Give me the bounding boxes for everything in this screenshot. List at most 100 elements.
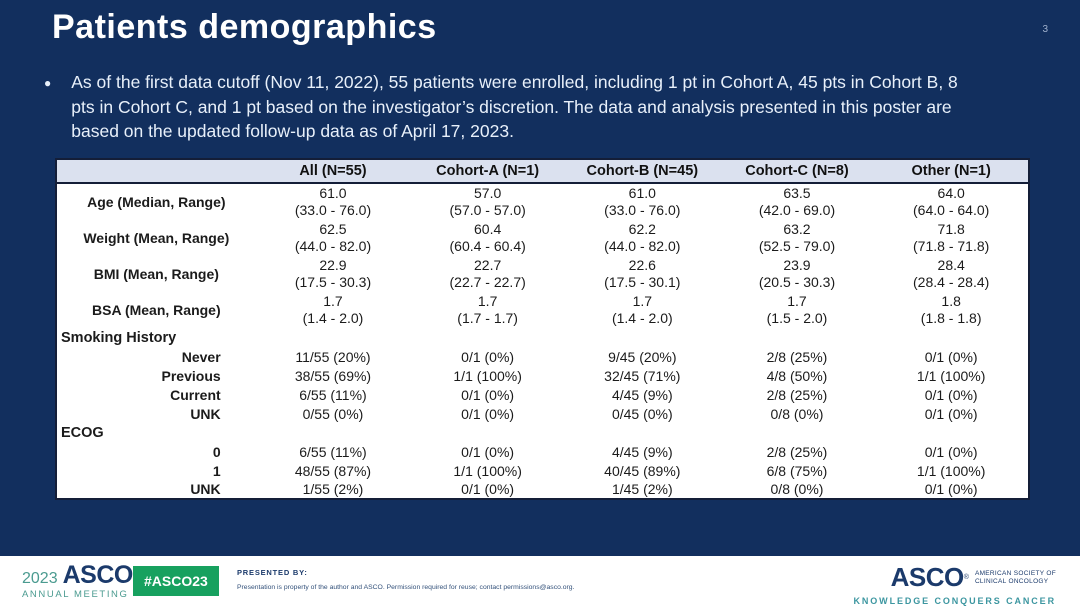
table-cell: 40/45 (89%) — [604, 462, 681, 479]
table-cell: 0/1 (0%) — [461, 481, 515, 497]
slide-title: Patients demographics — [52, 8, 437, 46]
table-header-cell: Other (N=1) — [874, 159, 1029, 184]
row-label: Smoking History — [61, 329, 177, 346]
row-label: UNK — [190, 481, 221, 497]
asco-wordmark: ASCO — [62, 561, 134, 589]
table-row: 1 48/55 (87%) 1/1 (100%) 40/45 (89%) 6/8 (75… — [56, 461, 1029, 480]
table-cell: 6/55 (11%) — [299, 386, 367, 403]
table-cell: 0/55 (0%) — [302, 405, 364, 422]
table-cell: 4/45 (9%) — [611, 443, 673, 460]
row-label: Never — [181, 348, 221, 365]
asco-society-logo: ASCO ® AMERICAN SOCIETY OF CLINICAL ONCO… — [853, 562, 1056, 606]
table-cell: 48/55 (87%) — [294, 462, 372, 479]
table-cell: 6/55 (11%) — [299, 443, 367, 460]
table-row: BMI (Mean, Range) 22.9 (17.5 - 30.3) 22.7 (2… — [56, 256, 1029, 292]
table-cell: 0/1 (0%) — [924, 405, 978, 422]
row-label: Current — [170, 386, 221, 403]
table-row: UNK 0/55 (0%) 0/1 (0%) 0/45 (0%) 0/8 (0%) 0/1… — [56, 404, 1029, 423]
table-cell: 64.0 (64.0 - 64.0) — [913, 185, 990, 218]
table-cell: 1/55 (2%) — [302, 481, 364, 497]
table-cell: 1.7 (1.4 - 2.0) — [611, 293, 673, 326]
footer-bar: 2023 ASCO ® ANNUAL MEETING #ASCO23 PRESE… — [0, 556, 1080, 608]
row-label: 1 — [212, 462, 221, 479]
row-label: UNK — [190, 405, 221, 422]
table-header-cell — [56, 159, 256, 184]
table-cell: 32/45 (71%) — [604, 367, 681, 384]
table-cell: 1.7 (1.4 - 2.0) — [302, 293, 364, 326]
table-row: UNK 1/55 (2%) 0/1 (0%) 1/45 (2%) 0/8 (0%) 0/1… — [56, 480, 1029, 499]
meeting-year: 2023 — [22, 570, 58, 587]
table-cell: 57.0 (57.0 - 57.0) — [449, 185, 526, 218]
table-cell: 0/8 (0%) — [770, 405, 824, 422]
row-label: Previous — [161, 367, 221, 384]
table-cell: 22.7 (22.7 - 22.7) — [449, 257, 526, 290]
page-number: 3 — [1042, 24, 1048, 35]
table-row: Age (Median, Range) 61.0 (33.0 - 76.0) 57.0… — [56, 183, 1029, 220]
table-header-cell: Cohort-C (N=8) — [719, 159, 875, 184]
table-cell: 1.7 (1.7 - 1.7) — [457, 293, 518, 326]
row-label: ECOG — [61, 424, 104, 441]
table-cell: 0/1 (0%) — [924, 386, 978, 403]
registered-mark-icon: ® — [963, 574, 969, 581]
table-row: 0 6/55 (11%) 0/1 (0%) 4/45 (9%) 2/8 (25%) 0/1… — [56, 442, 1029, 461]
table-cell: 63.5 (42.0 - 69.0) — [758, 185, 836, 218]
table-cell: 22.9 (17.5 - 30.3) — [294, 257, 372, 290]
table-cell: 6/8 (75%) — [766, 462, 828, 479]
table-cell: 0/8 (0%) — [770, 481, 824, 497]
row-label: Age (Median, Range) — [87, 193, 226, 210]
row-label: BMI (Mean, Range) — [93, 265, 219, 282]
table-header-row: All (N=55) Cohort-A (N=1) Cohort-B (N=45) C… — [56, 159, 1029, 184]
permission-text: Presentation is property of the author a… — [237, 584, 575, 591]
table-cell: 23.9 (20.5 - 30.3) — [758, 257, 836, 290]
row-label: Weight (Mean, Range) — [83, 229, 230, 246]
table-cell: 2/8 (25%) — [766, 348, 828, 365]
table-cell: 2/8 (25%) — [766, 443, 828, 460]
table-cell: 62.2 (44.0 - 82.0) — [604, 221, 681, 254]
table-cell: 9/45 (20%) — [608, 348, 677, 365]
asco-tagline: KNOWLEDGE CONQUERS CANCER — [853, 596, 1056, 606]
table-cell: 0/1 (0%) — [924, 481, 978, 497]
table-cell: 4/8 (50%) — [766, 367, 828, 384]
table-cell: 0/45 (0%) — [611, 405, 673, 422]
asco-society-wordmark: ASCO — [890, 562, 965, 592]
table-cell: 1.8 (1.8 - 1.8) — [920, 293, 982, 326]
table-header-cell: All (N=55) — [255, 159, 411, 184]
table-cell: 0/1 (0%) — [461, 386, 515, 403]
table-row: Weight (Mean, Range) 62.5 (44.0 - 82.0) 60.… — [56, 220, 1029, 256]
table-header-cell: Cohort-A (N=1) — [410, 159, 565, 184]
table-cell: 0/1 (0%) — [924, 443, 978, 460]
table-cell: 1/1 (100%) — [453, 367, 522, 384]
presented-by-block: PRESENTED BY: Presentation is property o… — [237, 568, 574, 591]
table-cell: 71.8 (71.8 - 71.8) — [913, 221, 990, 254]
table-cell: 62.5 (44.0 - 82.0) — [294, 221, 372, 254]
table-body: Age (Median, Range) 61.0 (33.0 - 76.0) 57.0… — [56, 183, 1029, 499]
table-cell: 1/1 (100%) — [453, 462, 522, 479]
table-header: All (N=55) Cohort-A (N=1) Cohort-B (N=45) C… — [56, 159, 1029, 184]
table-row: ECOG — [56, 423, 1029, 442]
table-cell: 0/1 (0%) — [461, 443, 515, 460]
demographics-table-container: All (N=55) Cohort-A (N=1) Cohort-B (N=45) C… — [55, 158, 1030, 500]
table-cell: 1/1 (100%) — [916, 367, 986, 384]
table-row: Current 6/55 (11%) 0/1 (0%) 4/45 (9%) 2/8 (2… — [56, 385, 1029, 404]
table-cell: 22.6 (17.5 - 30.1) — [604, 257, 681, 290]
table-cell: 1/1 (100%) — [916, 462, 986, 479]
table-cell: 2/8 (25%) — [766, 386, 828, 403]
table-header-cell: Cohort-B (N=45) — [564, 159, 720, 184]
meeting-subtitle: ANNUAL MEETING — [22, 589, 129, 600]
table-cell: 0/1 (0%) — [924, 348, 978, 365]
asco-society-name-line1: AMERICAN SOCIETY OF — [974, 570, 1056, 577]
table-cell: 4/45 (9%) — [611, 386, 673, 403]
summary-bullet: ● As of the first data cutoff (Nov 11, 2… — [44, 70, 1004, 144]
hashtag-badge: #ASCO23 — [133, 566, 219, 596]
demographics-table: All (N=55) Cohort-A (N=1) Cohort-B (N=45) C… — [55, 158, 1030, 500]
bullet-icon: ● — [44, 76, 52, 90]
table-cell: 0/1 (0%) — [461, 348, 515, 365]
table-cell: 0/1 (0%) — [461, 405, 515, 422]
table-row: BSA (Mean, Range) 1.7 (1.4 - 2.0) 1.7 (1.7 -… — [56, 292, 1029, 328]
table-cell: 1/45 (2%) — [611, 481, 673, 497]
row-label: 0 — [212, 443, 221, 460]
presented-by-label: PRESENTED BY: — [237, 568, 308, 577]
table-cell: 38/55 (69%) — [294, 367, 372, 384]
asco-annual-meeting-logo: 2023 ASCO ® ANNUAL MEETING — [22, 561, 138, 601]
